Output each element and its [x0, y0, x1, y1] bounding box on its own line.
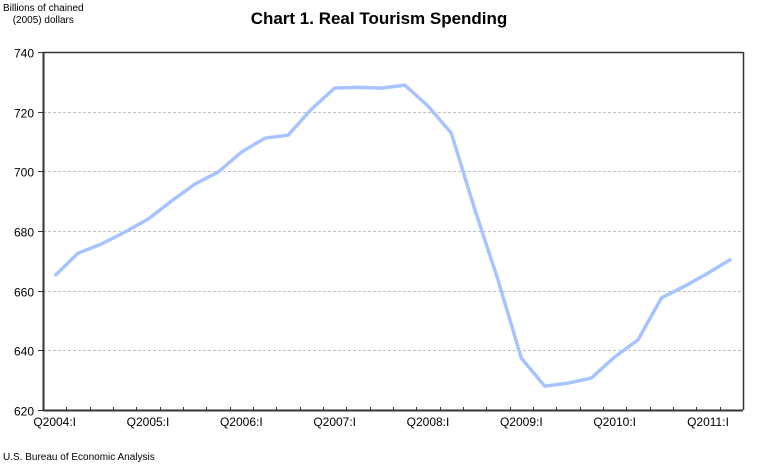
axes [42, 51, 745, 412]
x-tick-label: Q2006:I [220, 415, 263, 429]
chart-title: Chart 1. Real Tourism Spending [250, 9, 508, 28]
x-tick-label: Q2008:I [407, 415, 450, 429]
x-tick-label: Q2009:I [500, 415, 543, 429]
x-tick-label: Q2004:I [33, 415, 76, 429]
x-tick-label: Q2005:I [127, 415, 170, 429]
y-tick-label: 700 [14, 166, 34, 180]
y-axis-label-line-1: Billions of chained [3, 3, 84, 14]
x-tick-label: Q2007:I [313, 415, 356, 429]
y-tick-label: 720 [14, 107, 34, 121]
y-tick-label: 660 [14, 286, 34, 300]
y-tick-label: 640 [14, 345, 34, 359]
gridlines [43, 112, 743, 351]
x-tick-label: Q2011:I [687, 415, 729, 429]
y-tick-label: 740 [14, 47, 34, 61]
y-axis-label-line-2: (2005) dollars [12, 15, 74, 26]
y-tick-label: 620 [14, 405, 34, 419]
y-axis-ticks: 620 640 660 680 700 720 740 [14, 47, 43, 419]
x-tick-label: Q2010:I [593, 415, 636, 429]
x-axis-ticks: Q2004:I Q2005:I Q2006:I Q2007:I Q2008:I Q2009… [33, 407, 729, 429]
y-tick-label: 680 [14, 226, 34, 240]
source-note: U.S. Bureau of Economic Analysis [3, 452, 155, 463]
y-axis-label: Billions of chained (2005) dollars [3, 3, 84, 27]
series-line [53, 83, 733, 388]
